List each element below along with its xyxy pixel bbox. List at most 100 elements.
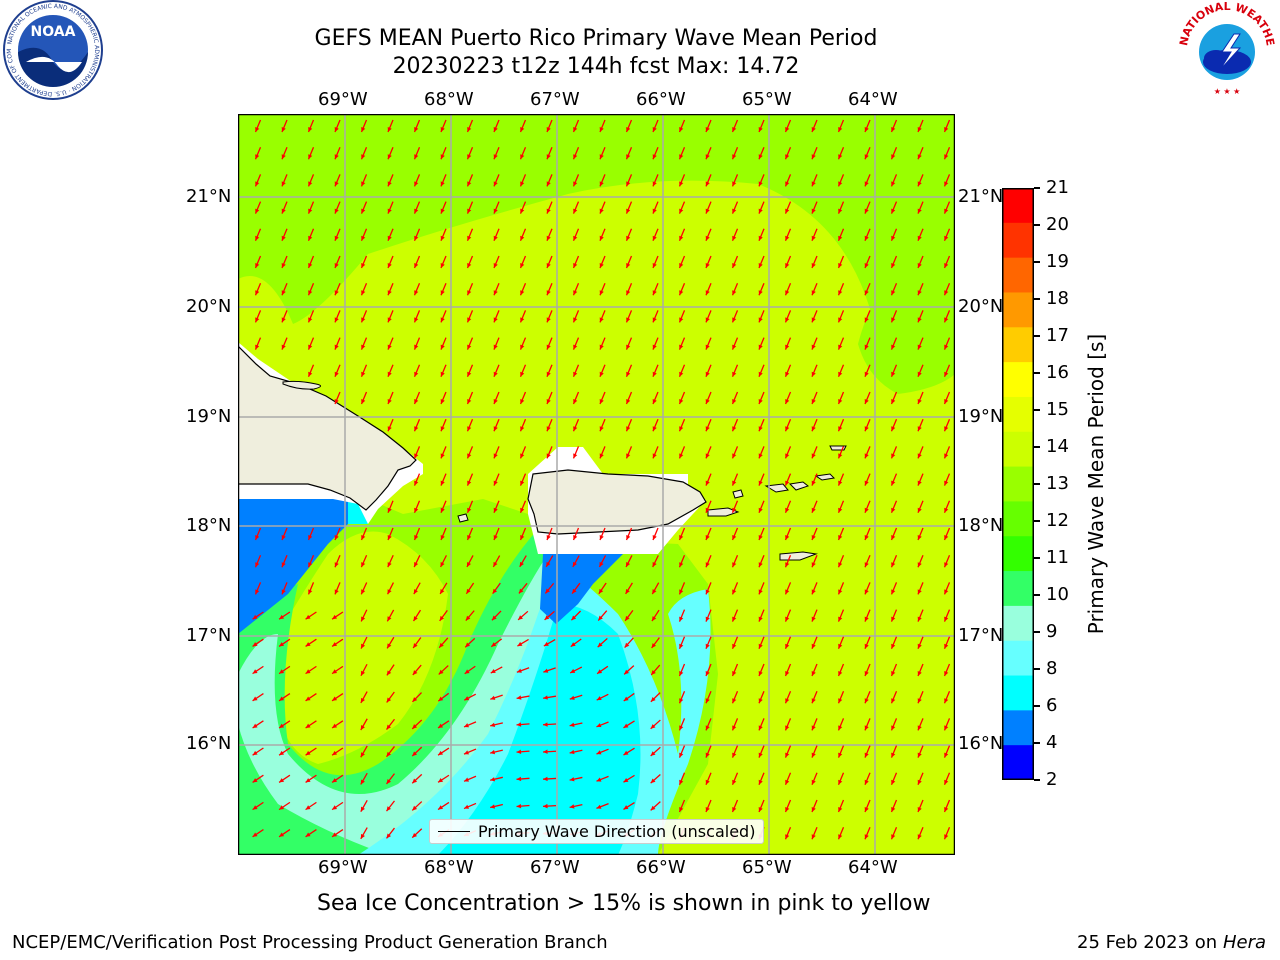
wave-direction-arrow [572, 337, 580, 350]
wave-direction-arrow [493, 119, 500, 133]
wave-direction-arrow [440, 337, 447, 350]
wave-direction-arrow [546, 310, 553, 323]
wave-direction-arrow [331, 611, 344, 620]
wave-direction-arrow [278, 829, 291, 838]
wave-direction-arrow [360, 636, 368, 649]
wave-direction-arrow [519, 282, 527, 296]
wave-direction-arrow [652, 255, 659, 269]
wave-direction-arrow [678, 255, 686, 269]
wave-direction-arrow [784, 228, 792, 242]
wave-direction-arrow [466, 555, 474, 568]
wave-direction-arrow [652, 555, 659, 568]
wave-direction-arrow [519, 255, 527, 269]
wave-direction-arrow [784, 527, 792, 541]
wave-direction-arrow [678, 718, 686, 731]
wave-direction-arrow [278, 665, 291, 675]
wave-direction-arrow [784, 745, 792, 758]
wave-direction-arrow [546, 282, 553, 296]
wave-direction-arrow [546, 337, 553, 350]
wave-direction-arrow [569, 694, 583, 700]
wave-direction-arrow [837, 690, 845, 704]
wave-direction-arrow [493, 473, 500, 486]
wave-direction-arrow [784, 310, 792, 323]
wave-direction-arrow [943, 500, 951, 514]
wave-direction-arrow [305, 747, 317, 756]
lon-label-bottom: 67°W [530, 857, 580, 878]
wave-direction-arrow [890, 527, 898, 541]
wave-direction-arrow [784, 663, 792, 677]
wave-direction-arrow [784, 119, 792, 133]
wave-direction-arrow [784, 582, 792, 595]
wave-direction-arrow [623, 692, 635, 702]
wave-direction-arrow [546, 255, 553, 269]
wave-direction-arrow [278, 693, 291, 702]
wave-direction-arrow [731, 282, 739, 296]
colorbar-tick-mark [1034, 742, 1040, 744]
wave-direction-arrow [413, 255, 421, 269]
wave-direction-arrow [758, 609, 765, 622]
wave-direction-arrow [305, 720, 317, 729]
wave-direction-arrow [864, 418, 871, 432]
wave-direction-arrow [625, 555, 633, 568]
colorbar-tick-label: 11 [1046, 547, 1069, 568]
wave-direction-arrow [490, 694, 503, 700]
wave-direction-arrow [890, 446, 898, 459]
wave-direction-arrow [413, 391, 421, 405]
wave-direction-arrow [652, 364, 659, 378]
wave-direction-arrow [758, 582, 765, 595]
wave-direction-arrow [837, 772, 845, 786]
wave-direction-arrow [516, 776, 530, 782]
wave-direction-arrow [307, 146, 315, 160]
wave-direction-arrow [784, 609, 792, 622]
colorbar-segment [1002, 222, 1034, 259]
wave-direction-arrow [917, 418, 924, 432]
wave-direction-arrow [943, 663, 951, 677]
wave-direction-arrow [705, 663, 712, 677]
lon-label-bottom: 64°W [848, 857, 898, 878]
wave-direction-arrow [413, 527, 421, 541]
wave-direction-arrow [705, 582, 712, 595]
wave-direction-arrow [837, 663, 845, 677]
wave-direction-arrow [278, 720, 291, 729]
lat-label-right: 16°N [958, 733, 1004, 754]
wave-direction-arrow [784, 391, 792, 405]
wave-direction-arrow [623, 774, 635, 783]
wave-direction-arrow [413, 446, 421, 459]
wave-direction-arrow [281, 119, 288, 133]
wave-direction-arrow [519, 228, 527, 242]
wave-direction-arrow [278, 801, 291, 811]
wave-direction-arrow [466, 337, 474, 350]
lat-label-right: 19°N [958, 406, 1004, 427]
wave-direction-arrow [413, 364, 421, 378]
wave-direction-arrow [917, 119, 924, 133]
wave-direction-arrow [758, 500, 765, 514]
colorbar-tick-label: 14 [1046, 436, 1069, 457]
wave-direction-arrow [625, 337, 633, 350]
wave-direction-arrow [705, 255, 712, 269]
lon-label-bottom: 65°W [742, 857, 792, 878]
lat-label-right: 17°N [958, 625, 1004, 646]
wave-direction-arrow [387, 555, 394, 568]
wave-direction-arrow [652, 119, 659, 133]
wave-direction-arrow [784, 255, 792, 269]
legend-label: Primary Wave Direction (unscaled) [478, 822, 756, 841]
wave-direction-arrow [784, 364, 792, 378]
wave-direction-arrow [516, 722, 530, 727]
lat-label-left: 18°N [186, 515, 232, 536]
colorbar-tick-label: 16 [1046, 362, 1069, 383]
colorbar-tick-mark [1034, 298, 1040, 300]
wave-direction-arrow [596, 775, 609, 782]
wave-direction-arrow [331, 774, 344, 783]
wave-direction-arrow [466, 146, 474, 160]
wave-direction-arrow [440, 446, 447, 459]
wave-direction-arrow [758, 119, 765, 133]
wave-direction-arrow [334, 582, 341, 595]
wave-direction-arrow [599, 527, 606, 541]
wave-direction-arrow [281, 282, 288, 296]
wave-direction-arrow [811, 228, 818, 242]
wave-direction-arrow [307, 337, 315, 350]
wave-direction-arrow [705, 228, 712, 242]
colorbar-tick-label: 6 [1046, 695, 1058, 716]
wave-direction-arrow [837, 174, 845, 187]
wave-direction-arrow [466, 527, 474, 541]
